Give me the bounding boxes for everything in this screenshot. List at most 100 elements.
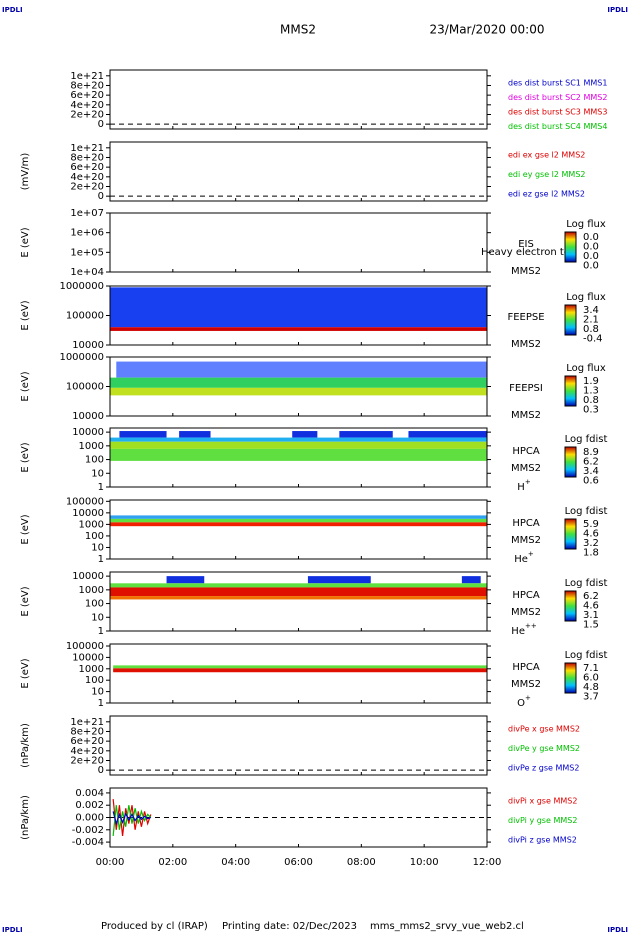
- colorbar-label: 4.6: [583, 601, 599, 612]
- colorbar-label: 3.1: [583, 610, 599, 621]
- y-tick-label: 4e+20: [70, 746, 104, 757]
- spectrogram-band: [110, 515, 487, 519]
- y-tick-label: 1e+04: [70, 267, 104, 278]
- y-axis-label: E (eV): [20, 514, 31, 544]
- spacecraft-label: MMS2: [511, 463, 541, 474]
- spectrogram-band: [110, 518, 487, 523]
- spectrogram-band: [110, 377, 487, 388]
- series-line: [112, 805, 152, 836]
- y-axis-label: E (eV): [20, 442, 31, 472]
- y-axis-label: E (eV): [20, 371, 31, 401]
- legend-entry: des dist burst SC4 MMS4: [508, 122, 607, 131]
- legend-entry: edi ey gse l2 MMS2: [508, 170, 586, 179]
- date-title: 23/Mar/2020 00:00: [430, 23, 545, 37]
- y-tick-label: 100000: [66, 382, 104, 393]
- y-tick-label: 100000: [66, 641, 104, 652]
- spectrogram-band: [119, 431, 167, 438]
- spacecraft-label: MMS2: [511, 535, 541, 546]
- instrument-label: HPCA: [512, 446, 540, 457]
- instrument-label: FEEPSE: [507, 312, 544, 323]
- spectrogram-band: [110, 287, 487, 328]
- y-tick-label: 0: [98, 119, 104, 130]
- spacecraft-label: MMS2: [511, 607, 541, 618]
- y-tick-label: 100: [85, 531, 104, 542]
- corner-tag: IPDLI: [607, 926, 628, 934]
- y-tick-label: 1000: [79, 519, 104, 530]
- y-tick-label: 100: [85, 599, 104, 610]
- y-tick-label: 0.002: [75, 800, 104, 811]
- y-tick-label: 4e+20: [70, 100, 104, 111]
- y-tick-label: 100000: [66, 496, 104, 507]
- y-tick-label: 1: [98, 554, 104, 565]
- x-tick-label: 10:00: [410, 857, 439, 868]
- y-tick-label: 1e+05: [70, 247, 104, 258]
- spectrogram-band: [113, 668, 488, 673]
- spectrogram-band: [408, 431, 487, 438]
- y-tick-label: 1: [98, 698, 104, 709]
- corner-tag: IPDLI: [607, 6, 628, 14]
- colorbar-label: 0.0: [583, 242, 599, 253]
- spectrogram-band: [110, 596, 487, 600]
- y-tick-label: 1e+21: [70, 143, 104, 154]
- note: Heavy electron to: [481, 247, 570, 258]
- colorbar-label: 5.9: [583, 519, 599, 530]
- y-tick-label: 10000: [72, 340, 104, 351]
- footer-producer: Produced by cl (IRAP): [101, 921, 208, 932]
- legend-entry: edi ez gse l2 MMS2: [508, 190, 585, 199]
- y-tick-label: 10000: [72, 571, 104, 582]
- y-tick-label: 1: [98, 626, 104, 637]
- y-axis-label: E (eV): [20, 300, 31, 330]
- panel-frame: [109, 499, 488, 560]
- y-tick-label: 6e+20: [70, 162, 104, 173]
- x-tick-label: 02:00: [158, 857, 187, 868]
- colorbar-label: 3.4: [583, 305, 599, 316]
- y-tick-label: 2e+20: [70, 755, 104, 766]
- legend-entry: divPi y gse MMS2: [508, 816, 577, 825]
- colorbar-label: 3.4: [583, 466, 599, 477]
- spacecraft-label: MMS2: [511, 679, 541, 690]
- spectrogram-band: [110, 587, 487, 597]
- species-charge: +: [528, 550, 534, 558]
- y-tick-label: 1: [98, 482, 104, 493]
- colorbar-label: 6.0: [583, 673, 599, 684]
- y-axis-label: (nPa/km): [20, 723, 31, 768]
- instrument-label: FEEPSI: [509, 383, 543, 394]
- colorbar-label: 3.2: [583, 538, 599, 549]
- series-line: [112, 799, 152, 837]
- colorbar: [564, 231, 577, 263]
- colorbar: [564, 375, 577, 407]
- y-tick-label: 10: [91, 542, 104, 553]
- y-axis-label: E (eV): [20, 586, 31, 616]
- y-tick-label: 100: [85, 675, 104, 686]
- y-tick-label: 10000: [72, 427, 104, 438]
- colorbar-label: 1.5: [583, 620, 599, 631]
- colorbar-title: Log fdist: [565, 434, 608, 445]
- colorbar-label: 0.6: [583, 476, 599, 487]
- colorbar-label: 0.8: [583, 324, 599, 335]
- colorbar-label: 4.8: [583, 682, 599, 693]
- y-tick-label: 2e+20: [70, 181, 104, 192]
- legend-entry: edi ex gse l2 MMS2: [508, 151, 585, 160]
- colorbar-label: 7.1: [583, 663, 599, 674]
- colorbar-title: Log fdist: [565, 578, 608, 589]
- colorbar-label: 0.8: [583, 395, 599, 406]
- panel-frame: [109, 69, 488, 130]
- y-tick-label: 1e+21: [70, 71, 104, 82]
- legend-entry: divPi x gse MMS2: [508, 797, 577, 806]
- instrument-label: HPCA: [512, 518, 540, 529]
- legend-entry: des dist burst SC3 MMS3: [508, 108, 607, 117]
- mission-title: MMS2: [280, 23, 316, 37]
- spectrogram-band: [113, 665, 488, 669]
- y-tick-label: 1000000: [59, 352, 104, 363]
- colorbar-label: 4.6: [583, 529, 599, 540]
- colorbar-title: Log fdist: [565, 506, 608, 517]
- spectrogram-band: [110, 327, 487, 331]
- y-tick-label: 1000000: [59, 281, 104, 292]
- colorbar-label: 3.7: [583, 692, 599, 703]
- colorbar-label: 0.3: [583, 405, 599, 416]
- footer-file: mms_mms2_srvy_vue_web2.cl: [370, 921, 524, 932]
- colorbar-title: Log flux: [566, 363, 606, 374]
- colorbar-label: 6.2: [583, 457, 599, 468]
- spectrogram-band: [110, 437, 487, 442]
